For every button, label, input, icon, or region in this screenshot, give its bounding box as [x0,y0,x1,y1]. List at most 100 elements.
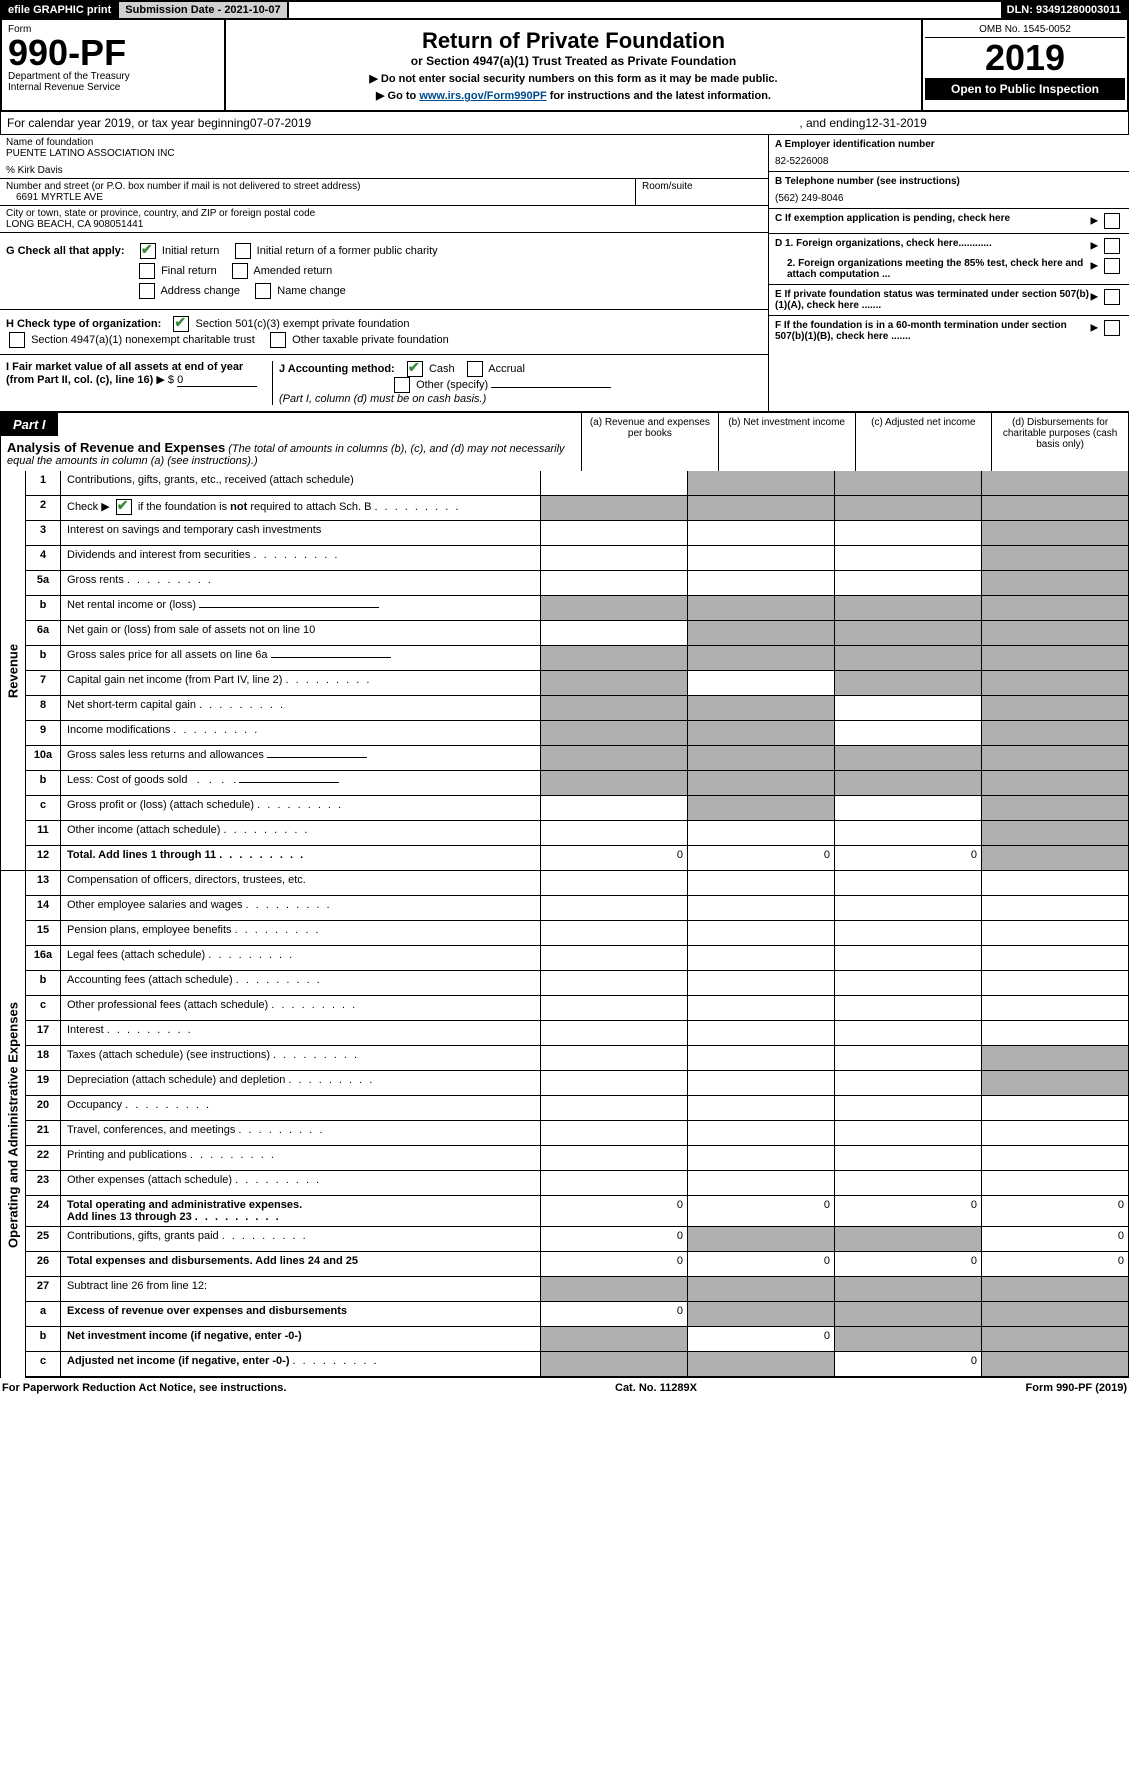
row-27b-b: 0 [687,1327,834,1351]
checkbox-4947a1[interactable] [9,332,25,348]
room-label: Room/suite [642,181,762,192]
checkbox-d1[interactable] [1104,238,1120,254]
link-note: ▶ Go to www.irs.gov/Form990PF for instru… [234,89,913,102]
row-9: Income modifications [61,721,540,745]
row-17: Interest [61,1021,540,1045]
checkbox-name-change[interactable] [255,283,271,299]
row-11-num: 11 [26,821,61,845]
row-16b-num: b [26,971,61,995]
g-label: G Check all that apply: [6,245,125,257]
row-25-a: 0 [540,1227,687,1251]
row-7-num: 7 [26,671,61,695]
irs-link[interactable]: www.irs.gov/Form990PF [419,90,546,102]
dept-treasury: Department of the Treasury [8,71,218,82]
checkbox-other-taxable[interactable] [270,332,286,348]
row-18: Taxes (attach schedule) (see instruction… [61,1046,540,1070]
city-label: City or town, state or province, country… [6,208,762,219]
tel-label: B Telephone number (see instructions) [775,176,1123,187]
row-2: Check ▶ if the foundation is not require… [61,496,540,520]
checkbox-c[interactable] [1104,213,1120,229]
row-26: Total expenses and disbursements. Add li… [61,1252,540,1276]
row-16b: Accounting fees (attach schedule) [61,971,540,995]
checkbox-sch-b[interactable] [116,499,132,515]
g-opt-2: Final return [161,265,217,277]
checkbox-final-return[interactable] [139,263,155,279]
row-17-num: 17 [26,1021,61,1045]
row-24-b: 0 [687,1196,834,1226]
open-to-public: Open to Public Inspection [925,78,1125,100]
box-b-tel: B Telephone number (see instructions) (5… [769,172,1129,209]
form-header: Form 990-PF Department of the Treasury I… [0,18,1129,112]
row-16c: Other professional fees (attach schedule… [61,996,540,1020]
row-11: Other income (attach schedule) [61,821,540,845]
checkbox-other-specify[interactable] [394,377,410,393]
row-1: Contributions, gifts, grants, etc., rece… [61,471,540,495]
row-10a-num: 10a [26,746,61,770]
row-27c-num: c [26,1352,61,1376]
row-26-b: 0 [687,1252,834,1276]
row-12-c: 0 [834,846,981,870]
name-label: Name of foundation [6,137,762,148]
row-10b-num: b [26,771,61,795]
row-16a-num: 16a [26,946,61,970]
g-opt-3: Amended return [253,265,332,277]
row-24-c: 0 [834,1196,981,1226]
irs: Internal Revenue Service [8,82,218,93]
row-16a: Legal fees (attach schedule) [61,946,540,970]
form-subtitle: or Section 4947(a)(1) Trust Treated as P… [234,54,913,68]
addr-label: Number and street (or P.O. box number if… [6,181,629,192]
checkbox-cash[interactable] [407,361,423,377]
j-other: Other (specify) [416,379,488,391]
omb-number: OMB No. 1545-0052 [925,22,1125,38]
g-opt-5: Name change [277,285,346,297]
g-opt-0: Initial return [162,245,219,257]
city-box: City or town, state or province, country… [0,206,768,233]
row-8-num: 8 [26,696,61,720]
row-13: Compensation of officers, directors, tru… [61,871,540,895]
cal-text2: , and ending [799,116,865,130]
box-d: D 1. Foreign organizations, check here..… [769,234,1129,285]
i-value: 0 [177,374,257,387]
row-18-num: 18 [26,1046,61,1070]
row-12: Total. Add lines 1 through 11 [61,846,540,870]
row-26-d: 0 [981,1252,1128,1276]
dln: DLN: 93491280003011 [1001,2,1127,18]
expenses-label: Operating and Administrative Expenses [6,1002,21,1248]
row-20: Occupancy [61,1096,540,1120]
row-2-num: 2 [26,496,61,520]
row-19: Depreciation (attach schedule) and deple… [61,1071,540,1095]
checkbox-d2[interactable] [1104,258,1120,274]
efile-print[interactable]: efile GRAPHIC print [2,2,119,18]
row-7: Capital gain net income (from Part IV, l… [61,671,540,695]
checkbox-accrual[interactable] [467,361,483,377]
topbar: efile GRAPHIC print Submission Date - 20… [0,0,1129,18]
checkbox-e[interactable] [1104,289,1120,305]
j-note: (Part I, column (d) must be on cash basi… [279,393,486,405]
row-10c-num: c [26,796,61,820]
checkbox-f[interactable] [1104,320,1120,336]
h-checkboxes: H Check type of organization: Section 50… [0,310,768,355]
checkbox-amended-return[interactable] [232,263,248,279]
col-a-header: (a) Revenue and expenses per books [581,413,718,471]
row-23: Other expenses (attach schedule) [61,1171,540,1195]
row-19-num: 19 [26,1071,61,1095]
row-5a: Gross rents [61,571,540,595]
row-3: Interest on savings and temporary cash i… [61,521,540,545]
foundation-name: PUENTE LATINO ASSOCIATION INC [6,148,762,159]
row-27b: Net investment income (if negative, ente… [61,1327,540,1351]
checkbox-initial-return[interactable] [140,243,156,259]
ein-value: 82-5226008 [775,156,1123,167]
row-6b-num: b [26,646,61,670]
page-footer: For Paperwork Reduction Act Notice, see … [0,1378,1129,1398]
g-opt-4: Address change [160,285,240,297]
checkbox-501c3[interactable] [173,316,189,332]
form-number: 990-PF [8,35,218,71]
checkbox-address-change[interactable] [139,283,155,299]
row-21: Travel, conferences, and meetings [61,1121,540,1145]
row-27c: Adjusted net income (if negative, enter … [61,1352,540,1376]
col-d-header: (d) Disbursements for charitable purpose… [991,413,1128,471]
row-26-c: 0 [834,1252,981,1276]
box-c: C If exemption application is pending, c… [769,209,1129,234]
room-box: Room/suite [635,179,768,205]
checkbox-initial-return-former[interactable] [235,243,251,259]
